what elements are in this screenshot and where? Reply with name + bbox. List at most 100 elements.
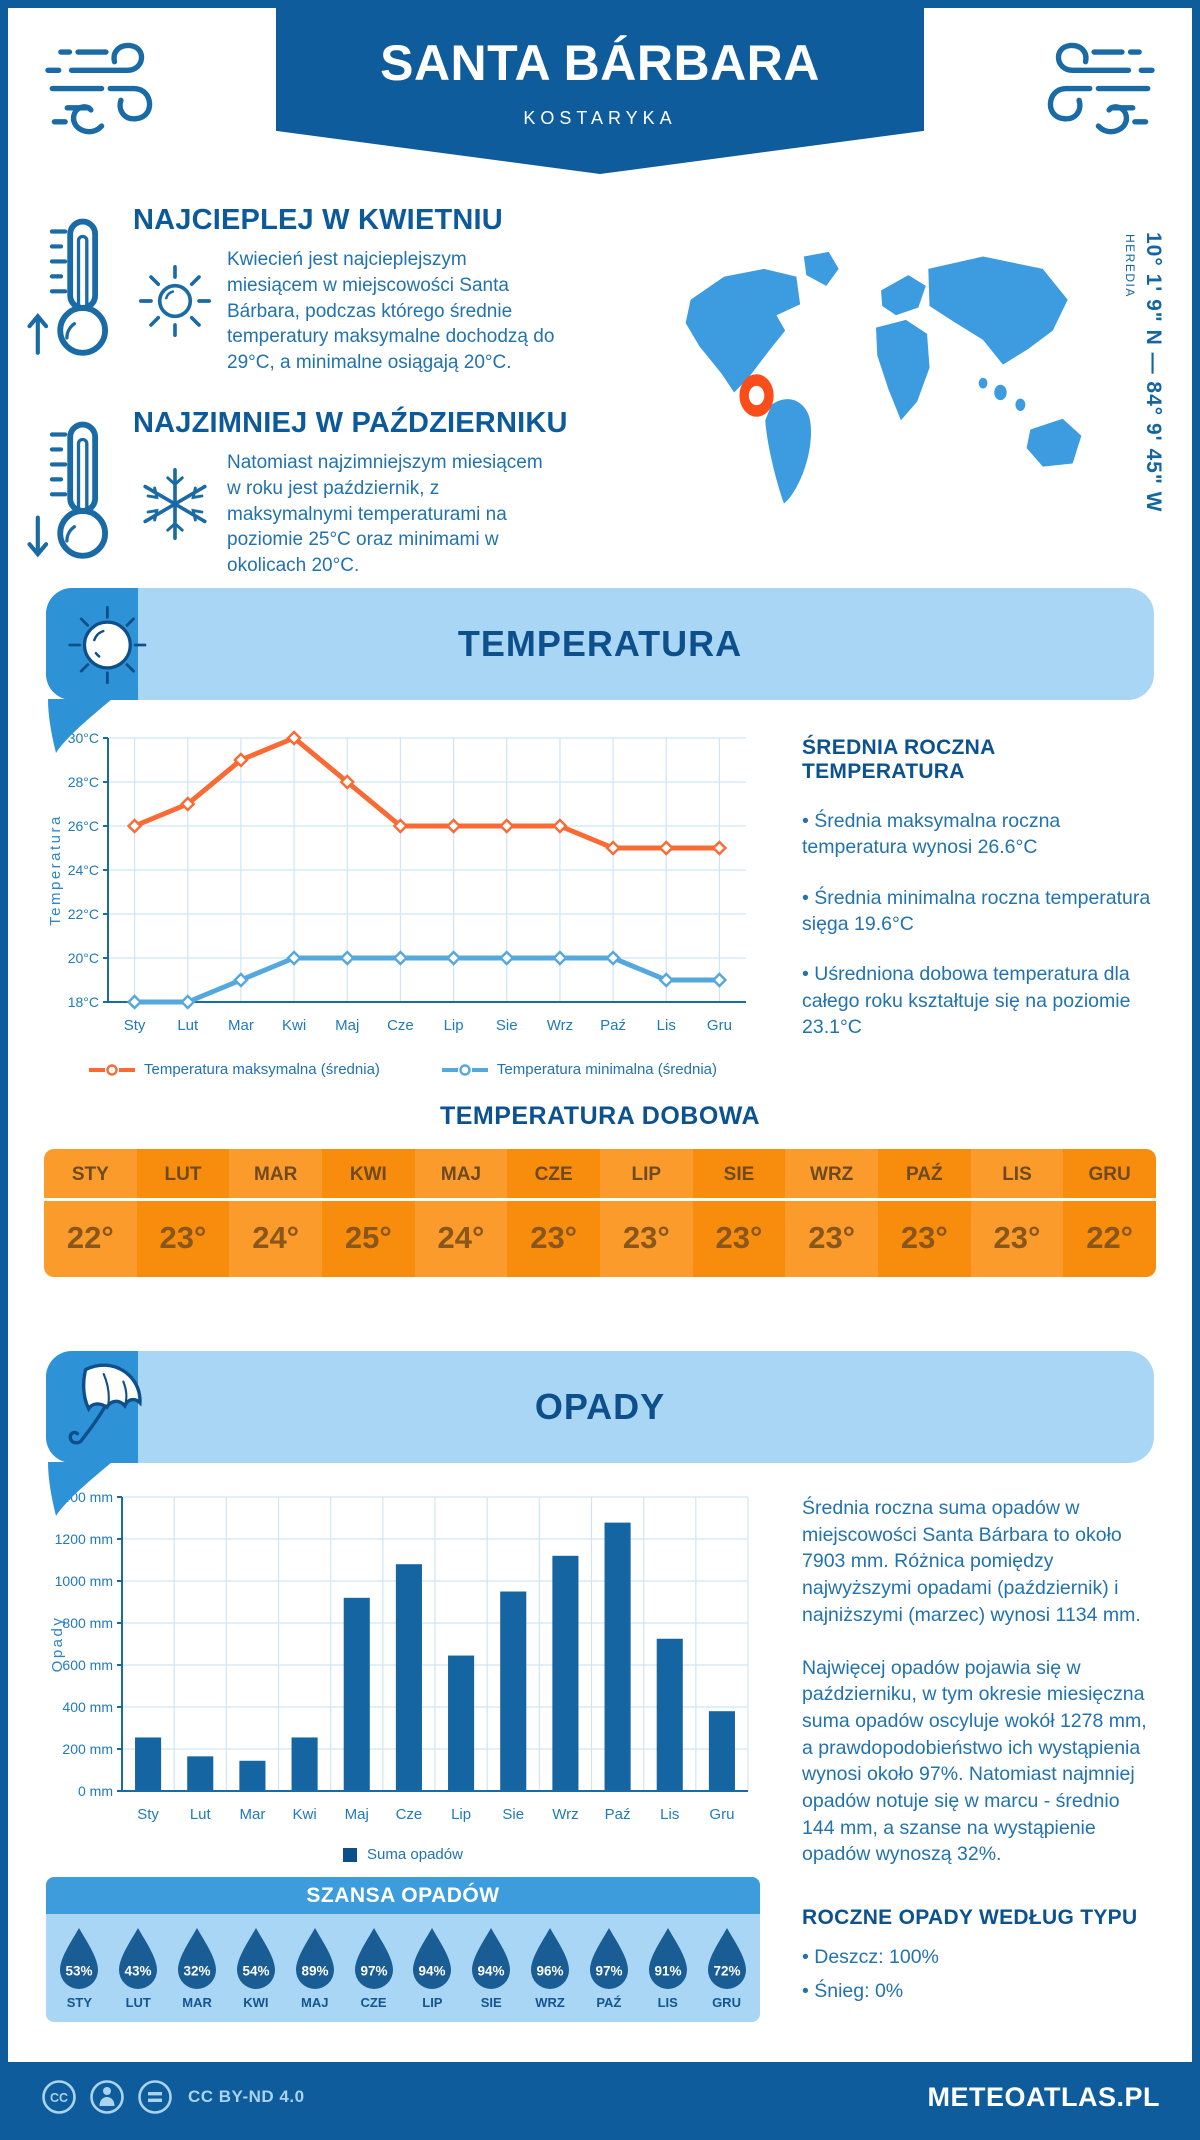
- svg-text:800 mm: 800 mm: [62, 1615, 113, 1631]
- intro-text-column: NAJCIEPLEJ W KWIETNIU Kwiecień jest najc…: [27, 204, 655, 576]
- droplet-month-label: LIS: [657, 1995, 678, 2010]
- daily-temperature-heading: TEMPERATURA DOBOWA: [439, 1102, 761, 1130]
- sun-icon: [68, 606, 147, 684]
- svg-text:Lut: Lut: [177, 1017, 199, 1034]
- svg-text:72%: 72%: [713, 1964, 740, 1979]
- creative-commons-icons: CC: [40, 2078, 174, 2116]
- svg-text:94%: 94%: [478, 1964, 505, 1979]
- bar-chart-legend: Suma opadów: [46, 1846, 760, 1863]
- droplet-month-label: CZE: [360, 1995, 387, 2010]
- svg-text:Paź: Paź: [600, 1017, 626, 1034]
- month-header-cell: LIP: [599, 1149, 693, 1201]
- coldest-month-block: NAJZIMNIEJ W PAŹDZIERNIKU Natomiast najz…: [27, 407, 655, 580]
- precipitation-stats-column: Średnia roczna suma opadów w miejscowośc…: [760, 1485, 1154, 2029]
- svg-text:28°C: 28°C: [68, 774, 99, 790]
- legend-label: Temperatura minimalna (średnia): [496, 1061, 717, 1078]
- temperature-stats-column: ŚREDNIA ROCZNA TEMPERATURA • Średnia mak…: [760, 726, 1154, 1078]
- svg-text:600 mm: 600 mm: [62, 1657, 113, 1673]
- month-header-cell: CZE: [507, 1149, 600, 1201]
- daily-temp-cell: 23°: [692, 1201, 786, 1277]
- svg-text:Lis: Lis: [660, 1806, 679, 1823]
- droplet-icon: 43%: [119, 1928, 158, 1989]
- svg-text:18°C: 18°C: [68, 994, 99, 1010]
- thermometer-up-icon: [27, 204, 121, 377]
- svg-text:Gru: Gru: [709, 1806, 734, 1823]
- svg-text:Lip: Lip: [444, 1017, 464, 1034]
- legend-swatch: [343, 1847, 358, 1862]
- warmest-month-block: NAJCIEPLEJ W KWIETNIU Kwiecień jest najc…: [27, 204, 655, 377]
- rain-chance-droplet: 54% KWI: [228, 1926, 283, 2010]
- svg-text:200 mm: 200 mm: [62, 1741, 113, 1757]
- precipitation-paragraph: Najwięcej opadów pojawia się w październ…: [802, 1656, 1147, 1866]
- droplet-icon: 32%: [178, 1928, 217, 1989]
- precipitation-paragraph: Średnia roczna suma opadów w miejscowośc…: [802, 1497, 1141, 1626]
- annual-temp-bullet: • Średnia maksymalna roczna temperatura …: [802, 810, 1061, 859]
- daily-temperature-table: STY LUT MAR KWI MAJ CZE LIP SIE WRZ PAŹ LIS GRU 22° 2…: [44, 1149, 1156, 1277]
- legend-label: Suma opadów: [367, 1846, 463, 1863]
- svg-text:CC: CC: [50, 2091, 68, 2105]
- month-header-cell: KWI: [321, 1149, 415, 1201]
- svg-text:Kwi: Kwi: [292, 1806, 316, 1823]
- rain-chance-droplet: 91% LIS: [640, 1926, 695, 2010]
- rain-chance-droplets: 53% STY 43% LUT 32% MAR 54% KWI 89% MAJ 97% CZE 94% L…: [46, 1914, 760, 2022]
- droplet-month-label: WRZ: [535, 1995, 565, 2010]
- region-label: HEREDIA: [1123, 234, 1137, 298]
- intro-section: NAJCIEPLEJ W KWIETNIU Kwiecień jest najc…: [8, 178, 1192, 576]
- droplet-icon: 54%: [236, 1928, 275, 1989]
- svg-text:Sie: Sie: [496, 1017, 518, 1034]
- svg-text:1200 mm: 1200 mm: [55, 1531, 113, 1547]
- svg-text:400 mm: 400 mm: [62, 1699, 113, 1715]
- svg-text:43%: 43%: [125, 1964, 152, 1979]
- svg-text:Gru: Gru: [707, 1017, 732, 1034]
- legend-label: Temperatura maksymalna (średnia): [143, 1061, 380, 1078]
- umbrella-icon: [68, 1363, 142, 1445]
- month-header-cell: LIS: [970, 1149, 1064, 1201]
- rain-chance-box: SZANSA OPADÓW 53% STY 43% LUT 32% MAR 54% KWI 89…: [46, 1877, 760, 2022]
- svg-text:Cze: Cze: [396, 1806, 423, 1823]
- temperature-line-chart: 18°C 20°C 22°C 24°C 26°C 28°C 30°C Sty Lut Mar Kwi…: [47, 730, 746, 1034]
- rain-chance-droplet: 94% LIP: [405, 1926, 460, 2010]
- temperature-columns: 18°C 20°C 22°C 24°C 26°C 28°C 30°C Sty Lut Mar Kwi…: [8, 700, 1192, 1078]
- svg-text:Temperatura: Temperatura: [47, 814, 64, 926]
- rain-chance-droplet: 32% MAR: [170, 1926, 225, 2010]
- droplet-icon: 97%: [354, 1928, 393, 1989]
- cc-icon: CC: [42, 2080, 76, 2114]
- droplet-month-label: KWI: [243, 1995, 269, 2010]
- svg-text:Maj: Maj: [345, 1806, 369, 1823]
- world-map: [685, 251, 1082, 504]
- svg-text:Opady: Opady: [49, 1616, 66, 1673]
- svg-text:32%: 32%: [184, 1964, 211, 1979]
- month-header-cell: MAJ: [414, 1149, 508, 1201]
- daily-temp-cell: 25°: [321, 1201, 415, 1277]
- annual-temperature-heading: ŚREDNIA ROCZNA TEMPERATURA: [802, 736, 995, 783]
- cc-nd-icon: [138, 2080, 172, 2114]
- droplet-icon: 96%: [531, 1928, 570, 1989]
- svg-text:96%: 96%: [537, 1964, 564, 1979]
- rain-chance-droplet: 72% GRU: [699, 1926, 754, 2010]
- legend-marker-icon: [441, 1063, 488, 1076]
- warmest-text: Kwiecień jest najcieplejszym miesiącem w…: [227, 249, 555, 374]
- line-chart-legend: Temperatura maksymalna (średnia) Temperat…: [46, 1061, 760, 1078]
- droplet-icon: 94%: [472, 1928, 511, 1989]
- svg-text:91%: 91%: [654, 1964, 681, 1979]
- wind-icon: [1047, 42, 1155, 135]
- svg-text:Cze: Cze: [387, 1017, 414, 1034]
- svg-text:26°C: 26°C: [68, 818, 99, 834]
- month-header-cell: LUT: [136, 1149, 230, 1201]
- droplet-month-label: GRU: [712, 1995, 741, 2010]
- svg-text:97%: 97%: [595, 1964, 622, 1979]
- coldest-heading: NAJZIMNIEJ W PAŹDZIERNIKU: [133, 407, 568, 439]
- precipitation-banner: OPADY: [46, 1351, 1154, 1516]
- page-title: SANTA BÁRBARA: [380, 35, 820, 91]
- coldest-text: Natomiast najzimniejszym miesiącem w rok…: [227, 452, 543, 577]
- sun-icon: [135, 247, 227, 376]
- svg-text:94%: 94%: [419, 1964, 446, 1979]
- banner-curl: [48, 1462, 112, 1516]
- daily-temp-cell: 23°: [136, 1201, 230, 1277]
- svg-text:Kwi: Kwi: [282, 1017, 306, 1034]
- temperature-banner: TEMPERATURA: [46, 588, 1154, 753]
- daily-temp-cell: 23°: [785, 1201, 878, 1277]
- droplet-icon: 94%: [413, 1928, 452, 1989]
- svg-text:22°C: 22°C: [68, 906, 99, 922]
